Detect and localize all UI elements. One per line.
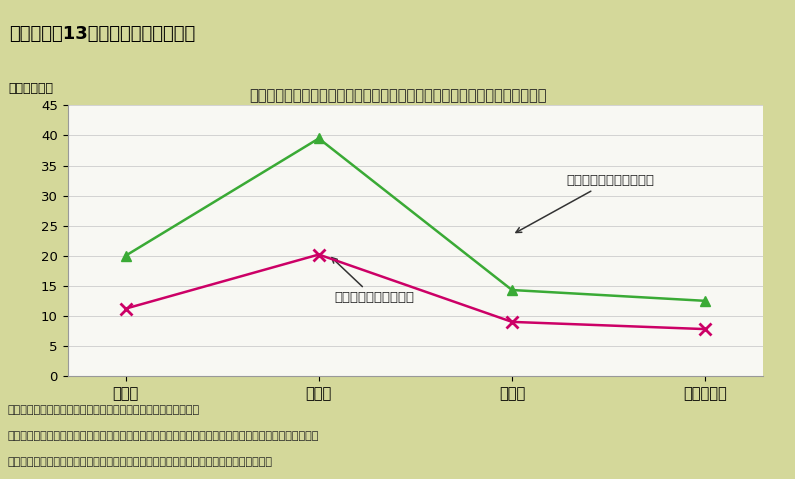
Text: 設備を増加させた割合: 設備を増加させた割合 bbox=[332, 258, 414, 304]
Text: （割合、％）: （割合、％） bbox=[9, 81, 53, 94]
Text: （備考）１．内閣府「企業行動に関する意識調査」により作成。: （備考）１．内閣府「企業行動に関する意識調査」により作成。 bbox=[8, 405, 200, 415]
Text: 労働力を増加させた割合: 労働力を増加させた割合 bbox=[516, 174, 654, 232]
Text: ３．増加させたとは、「大幅に増加」、「増加」と回答した割合の合計をいう。: ３．増加させたとは、「大幅に増加」、「増加」と回答した割合の合計をいう。 bbox=[8, 457, 273, 468]
Text: 建設業を中心に復興需要の恩恵を受けているものの、設備投資には慎重姿勢: 建設業を中心に復興需要の恩恵を受けているものの、設備投資には慎重姿勢 bbox=[249, 89, 546, 103]
Text: 第２－１－13図　復興需要への対応: 第２－１－13図 復興需要への対応 bbox=[10, 25, 196, 43]
Text: ２．サービス業とは、農林水産業、建設業、製造業、金融業・保険業を除く全ての産業をいう。: ２．サービス業とは、農林水産業、建設業、製造業、金融業・保険業を除く全ての産業を… bbox=[8, 431, 320, 441]
